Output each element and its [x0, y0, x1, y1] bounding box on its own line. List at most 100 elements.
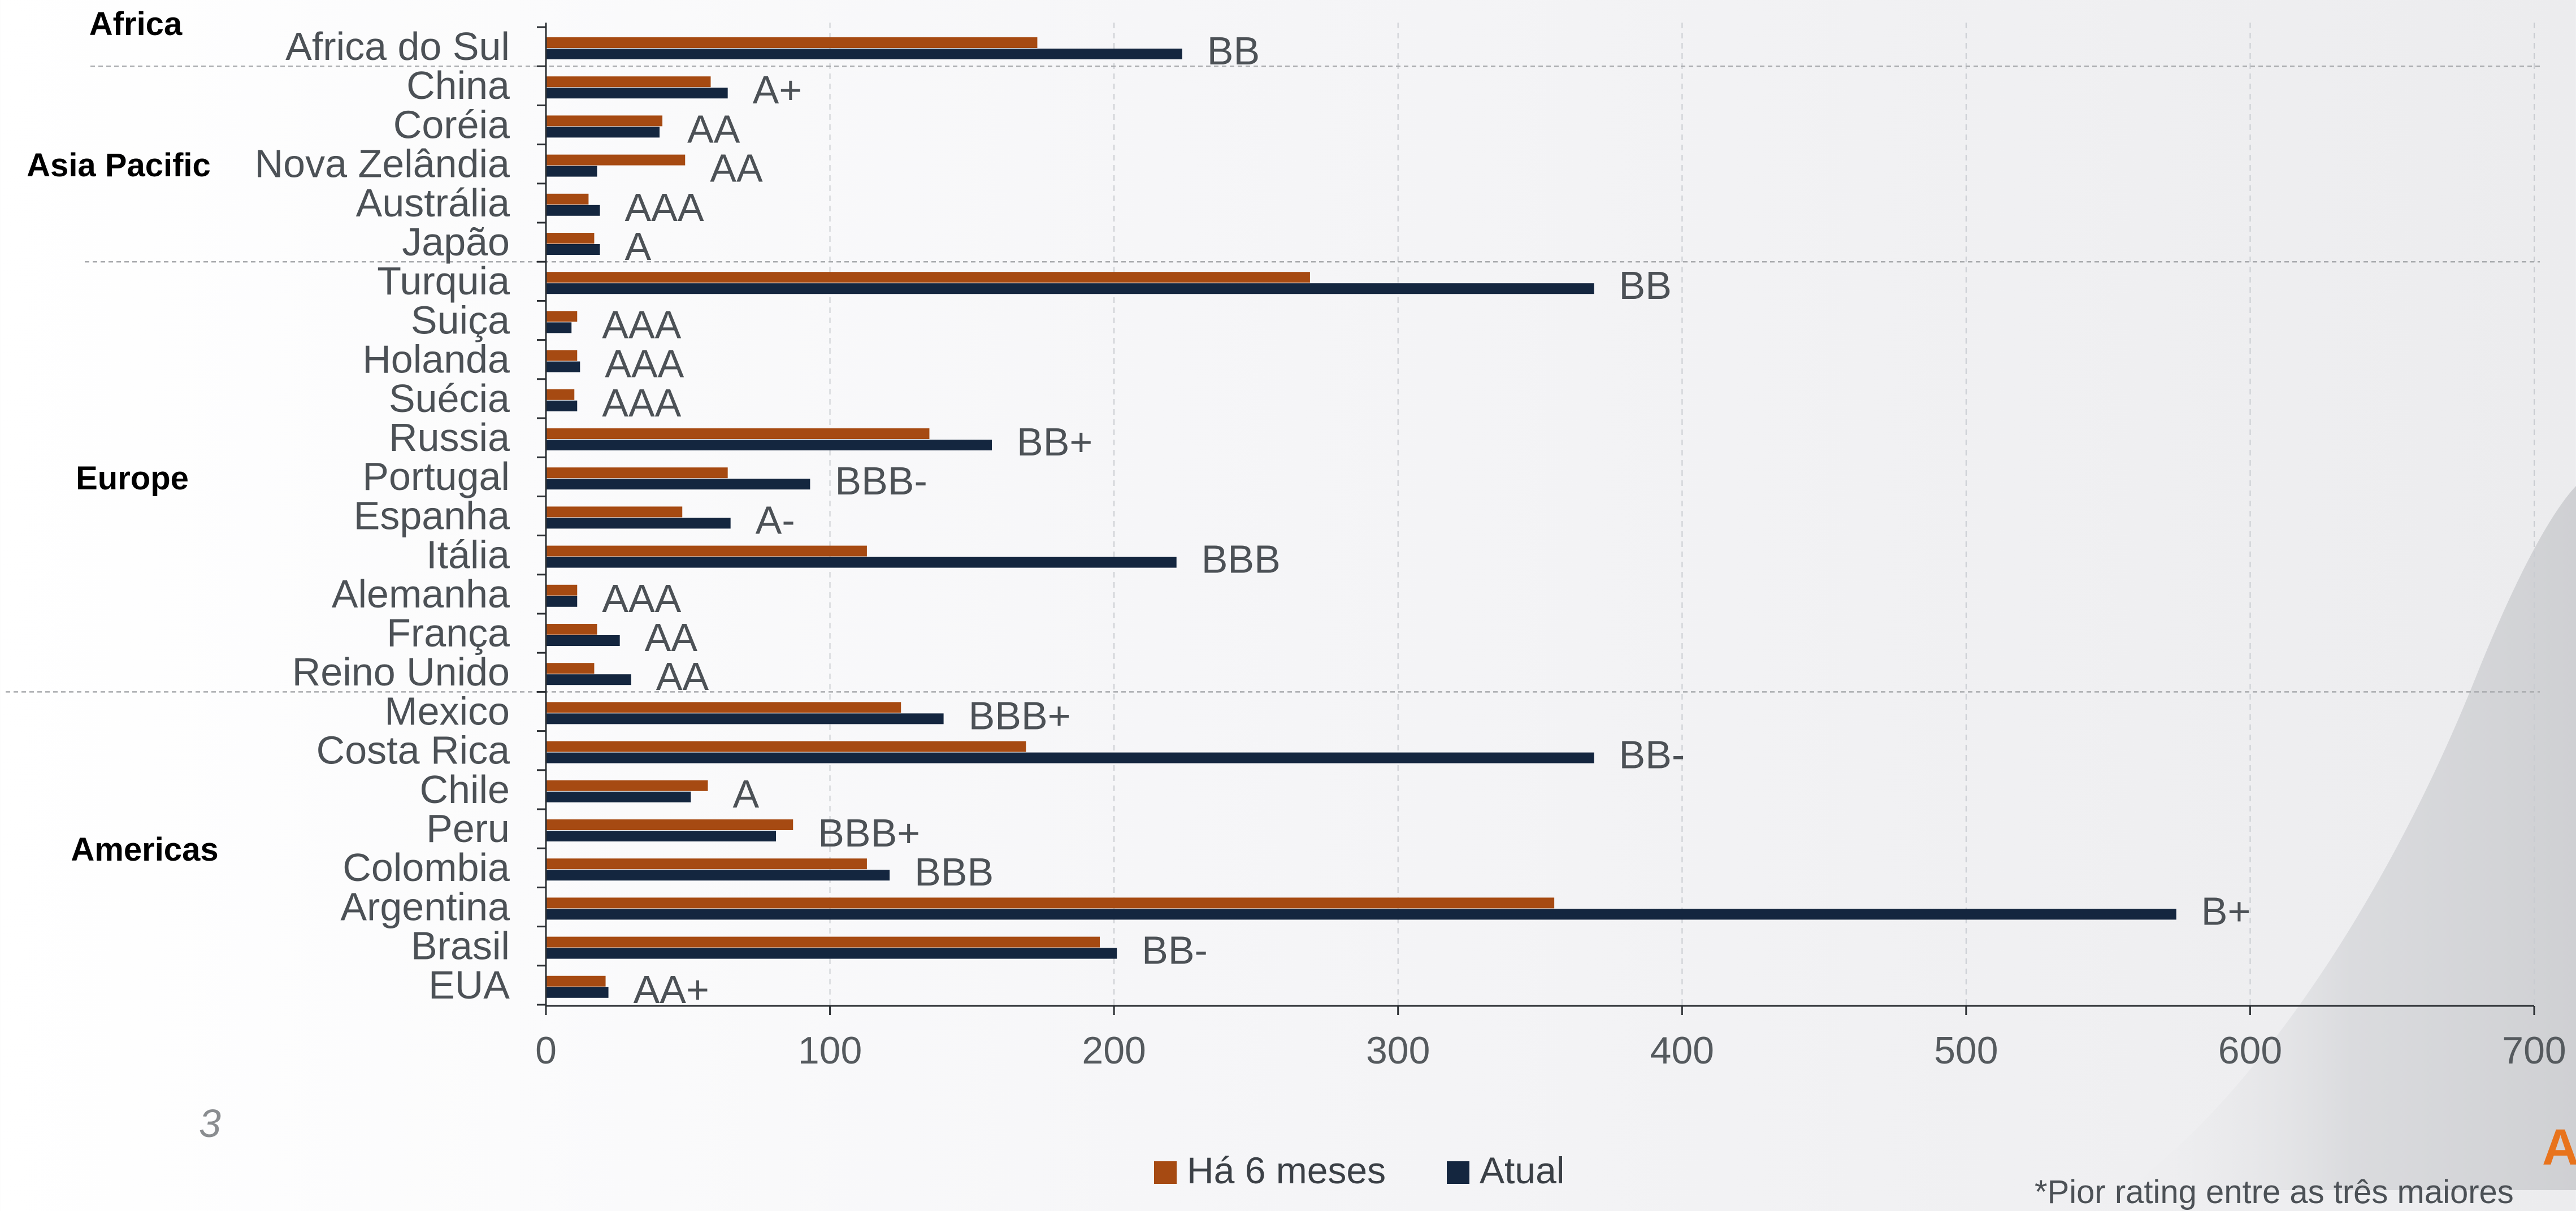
region-label: Asia Pacific — [27, 147, 211, 184]
bar-current — [546, 322, 572, 333]
rating-label: BB- — [1619, 733, 1685, 777]
bar-current — [546, 283, 1594, 294]
country-label: Suécia — [389, 376, 510, 420]
bar-six-months — [546, 702, 901, 713]
bar-six-months — [546, 780, 708, 791]
region-label: Africa — [89, 6, 183, 42]
x-tick-label: 500 — [1934, 1029, 1998, 1072]
rating-label: BB — [1619, 263, 1671, 307]
rating-label: BBB — [914, 850, 994, 894]
rating-labels: BBA+AAAAAAAABBAAAAAAAAABB+BBB-A-BBBAAAAA… — [602, 29, 2250, 1012]
country-label: Espanha — [354, 493, 510, 537]
x-tick-label: 0 — [535, 1029, 557, 1072]
rating-label: BBB+ — [969, 693, 1071, 737]
rating-label: AAA — [602, 302, 681, 346]
rating-label: AAA — [605, 342, 684, 386]
rating-label: AA+ — [634, 967, 709, 1012]
bar-six-months — [546, 506, 683, 518]
bar-six-months — [546, 233, 595, 244]
country-label: Colombia — [342, 845, 510, 889]
bar-six-months — [546, 663, 595, 674]
bar-six-months — [546, 858, 867, 870]
bar-current — [546, 244, 600, 255]
axes: 0 100 200 300 400 500 600 700 — [535, 23, 2566, 1072]
country-label: Alemanha — [332, 572, 510, 616]
region-separators — [6, 65, 2540, 693]
rating-label: BBB — [1202, 537, 1281, 581]
rating-label: AA — [687, 107, 740, 151]
rating-label: B+ — [2201, 889, 2251, 933]
bar-six-months — [546, 936, 1100, 948]
country-label: Suiça — [411, 298, 510, 342]
region-label: Europe — [76, 460, 189, 497]
country-label: Peru — [426, 806, 510, 850]
company-logo: A — [2542, 1119, 2576, 1176]
bar-current — [546, 948, 1117, 959]
rating-label: A+ — [753, 68, 803, 112]
bar-six-months — [546, 154, 686, 166]
bar-six-months — [546, 389, 575, 400]
rating-label: AAA — [602, 381, 681, 425]
bar-current — [546, 791, 691, 802]
bar-current — [546, 987, 609, 998]
rating-label: AA — [656, 654, 709, 698]
country-label: EUA — [428, 963, 510, 1007]
bar-current — [546, 909, 2176, 920]
rating-label: BB — [1207, 29, 1260, 73]
x-tick-label: 200 — [1082, 1029, 1146, 1072]
bar-current — [546, 674, 631, 685]
country-label: China — [406, 63, 510, 107]
bar-six-months — [546, 311, 578, 322]
bar-current — [546, 518, 731, 529]
rating-label: AAA — [625, 185, 704, 229]
country-label: Turquia — [377, 259, 510, 303]
gridlines — [829, 23, 2535, 1006]
bar-six-months — [546, 350, 578, 361]
rating-label: A — [732, 772, 759, 816]
country-label: Austrália — [356, 181, 510, 225]
bar-six-months — [546, 545, 867, 557]
bar-current — [546, 400, 578, 411]
country-label: Japão — [402, 220, 510, 264]
bar-six-months — [546, 193, 589, 205]
bar-six-months — [546, 76, 711, 88]
bar-six-months — [546, 741, 1026, 752]
rating-label: A- — [756, 498, 795, 542]
bar-current — [546, 361, 580, 372]
country-label: Africa do Sul — [285, 24, 510, 68]
bar-current — [546, 831, 777, 841]
x-tick-label: 300 — [1366, 1029, 1430, 1072]
rating-label: BB- — [1142, 928, 1208, 973]
bar-current — [546, 596, 578, 607]
bar-current — [546, 635, 620, 646]
country-label: Portugal — [362, 454, 510, 498]
bars — [546, 37, 2176, 998]
country-label: Reino Unido — [292, 650, 510, 694]
bar-current — [546, 479, 810, 490]
country-label: Nova Zelândia — [255, 142, 510, 186]
region-labels: Africa Asia Pacific Europe Americas — [27, 6, 218, 868]
country-label: Holanda — [362, 337, 510, 381]
bar-six-months — [546, 467, 728, 479]
country-label: Mexico — [384, 689, 510, 733]
bar-current — [546, 205, 600, 216]
legend-swatch — [1447, 1161, 1469, 1184]
rating-label: BBB- — [835, 459, 927, 503]
x-tick-label: 600 — [2218, 1029, 2282, 1072]
bar-current — [546, 870, 890, 881]
legend: Há 6 meses Atual — [1154, 1149, 1564, 1190]
bar-current — [546, 88, 728, 99]
bar-six-months — [546, 272, 1310, 283]
bar-six-months — [546, 624, 597, 635]
bar-current — [546, 127, 660, 138]
country-label: Itália — [426, 533, 510, 577]
rating-label: A — [625, 224, 651, 268]
page-number: 3 — [199, 1101, 221, 1145]
legend-label: Atual — [1480, 1149, 1564, 1190]
bar-six-months — [546, 819, 793, 830]
country-label: Brasil — [411, 924, 510, 968]
country-label: Chile — [419, 767, 510, 811]
